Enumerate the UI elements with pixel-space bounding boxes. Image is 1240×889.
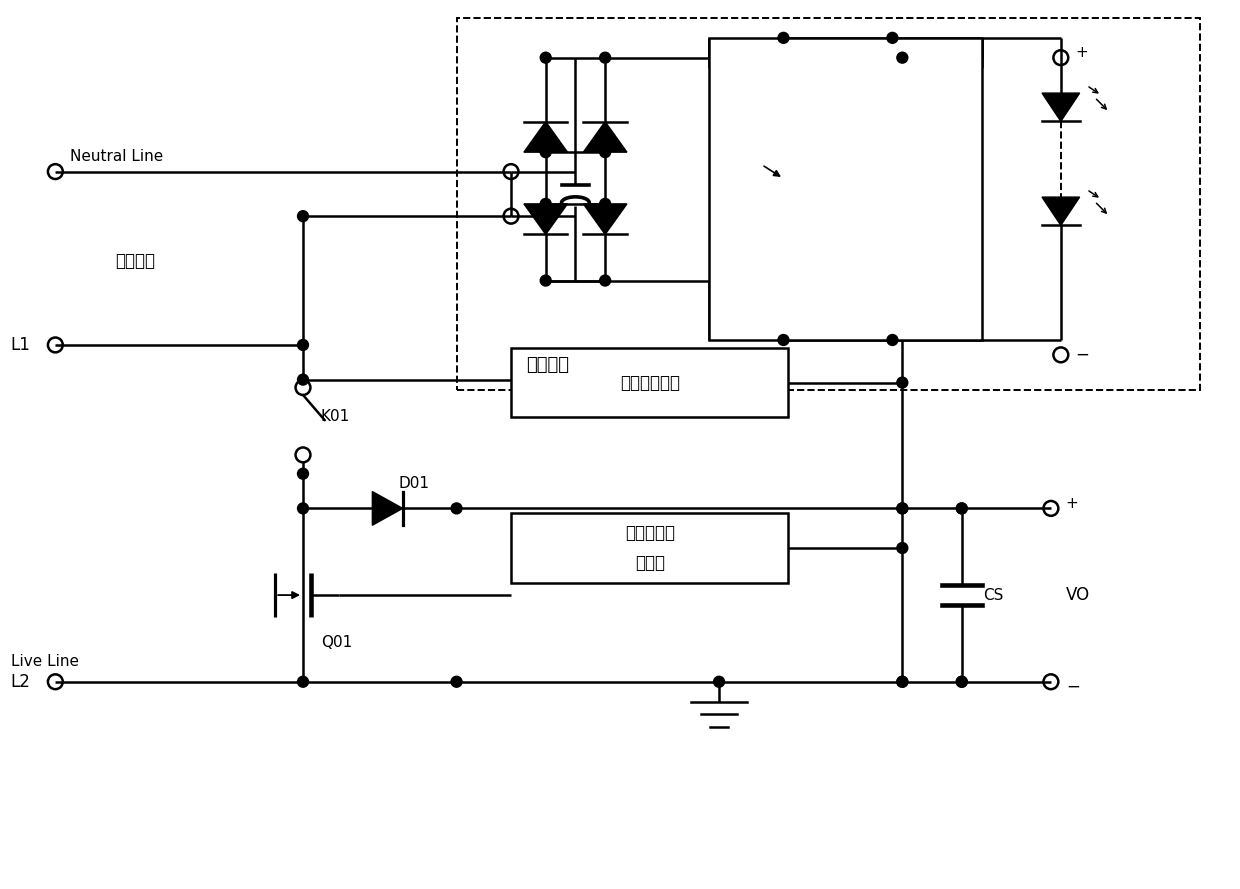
Circle shape: [298, 677, 309, 687]
Polygon shape: [1042, 93, 1080, 121]
Text: 断态充电电路: 断态充电电路: [620, 373, 680, 391]
Bar: [709, 38, 982, 340]
Circle shape: [600, 275, 610, 286]
Circle shape: [897, 503, 908, 514]
Circle shape: [541, 198, 551, 209]
Circle shape: [887, 334, 898, 346]
Circle shape: [600, 198, 610, 209]
Circle shape: [956, 677, 967, 687]
Text: Live Line: Live Line: [11, 654, 79, 669]
Circle shape: [451, 677, 463, 687]
Circle shape: [298, 340, 309, 350]
Circle shape: [298, 503, 309, 514]
Circle shape: [777, 334, 789, 346]
Polygon shape: [525, 204, 568, 235]
Bar: [511, 513, 789, 582]
Polygon shape: [372, 492, 403, 525]
Text: L2: L2: [11, 673, 31, 691]
Text: Q01: Q01: [321, 635, 352, 650]
Text: −: −: [1066, 677, 1080, 696]
Circle shape: [298, 374, 309, 385]
Circle shape: [451, 503, 463, 514]
Text: CS: CS: [983, 588, 1004, 603]
Text: VO: VO: [1066, 586, 1090, 604]
Circle shape: [897, 377, 908, 388]
Circle shape: [956, 503, 967, 514]
Circle shape: [600, 147, 610, 157]
Polygon shape: [583, 204, 627, 235]
Circle shape: [887, 32, 898, 44]
Text: D01: D01: [399, 477, 430, 491]
Circle shape: [298, 469, 309, 479]
Circle shape: [897, 542, 908, 554]
Polygon shape: [525, 122, 568, 152]
Polygon shape: [583, 122, 627, 152]
Circle shape: [713, 677, 724, 687]
Text: 通态充电控: 通态充电控: [625, 525, 675, 542]
Text: 负载电路: 负载电路: [526, 356, 569, 373]
Text: +: +: [1075, 45, 1089, 60]
Circle shape: [897, 503, 908, 514]
Bar: [511, 348, 789, 417]
Circle shape: [541, 52, 551, 63]
Circle shape: [956, 503, 967, 514]
Circle shape: [541, 147, 551, 157]
Text: +: +: [1066, 496, 1079, 511]
Bar: [456, 18, 1199, 389]
Circle shape: [298, 211, 309, 221]
Circle shape: [600, 52, 610, 63]
Text: L1: L1: [11, 336, 31, 354]
Text: −: −: [1075, 346, 1090, 364]
Circle shape: [956, 677, 967, 687]
Circle shape: [897, 677, 908, 687]
Circle shape: [541, 275, 551, 286]
Text: Neutral Line: Neutral Line: [71, 149, 164, 164]
Polygon shape: [1042, 197, 1080, 225]
Circle shape: [777, 32, 789, 44]
Text: 制电路: 制电路: [635, 554, 665, 572]
Circle shape: [897, 52, 908, 63]
Circle shape: [897, 677, 908, 687]
Text: 交流输入: 交流输入: [115, 252, 155, 269]
Text: K01: K01: [321, 409, 350, 424]
